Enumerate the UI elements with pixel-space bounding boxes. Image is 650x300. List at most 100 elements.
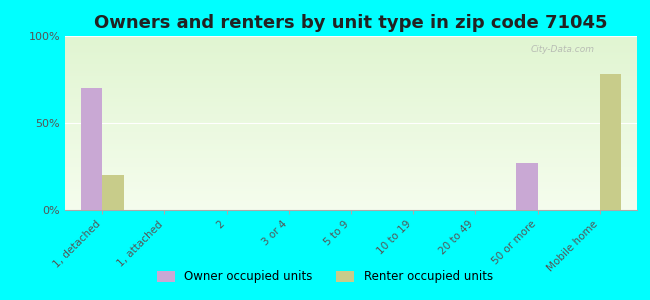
Bar bbox=[65, 88, 637, 90]
Bar bbox=[65, 107, 637, 109]
Text: City-Data.com: City-Data.com bbox=[530, 45, 595, 54]
Bar bbox=[102, 175, 124, 210]
Bar bbox=[65, 127, 637, 128]
Bar bbox=[65, 86, 637, 88]
Bar bbox=[65, 208, 637, 210]
Bar bbox=[65, 151, 637, 153]
Bar bbox=[65, 205, 637, 206]
Bar bbox=[65, 175, 637, 177]
Bar bbox=[65, 118, 637, 119]
Bar bbox=[65, 92, 637, 93]
Bar bbox=[65, 38, 637, 40]
Bar bbox=[65, 55, 637, 57]
Bar bbox=[65, 69, 637, 71]
Bar bbox=[65, 198, 637, 200]
Bar bbox=[65, 130, 637, 132]
Bar bbox=[65, 116, 637, 118]
Bar bbox=[65, 64, 637, 66]
Bar bbox=[65, 123, 637, 125]
Bar bbox=[65, 191, 637, 193]
Bar bbox=[65, 196, 637, 198]
Bar bbox=[65, 90, 637, 92]
Bar bbox=[65, 153, 637, 154]
Bar bbox=[65, 62, 637, 64]
Bar bbox=[65, 165, 637, 167]
Bar bbox=[65, 83, 637, 85]
Bar bbox=[65, 156, 637, 158]
Bar bbox=[65, 189, 637, 191]
Bar bbox=[65, 85, 637, 86]
Bar bbox=[65, 193, 637, 194]
Bar bbox=[65, 154, 637, 156]
Bar bbox=[65, 203, 637, 205]
Bar bbox=[65, 147, 637, 149]
Bar bbox=[65, 36, 637, 38]
Bar bbox=[65, 119, 637, 121]
Bar bbox=[65, 109, 637, 111]
Bar bbox=[65, 173, 637, 175]
Legend: Owner occupied units, Renter occupied units: Owner occupied units, Renter occupied un… bbox=[153, 266, 497, 288]
Bar bbox=[65, 41, 637, 43]
Bar bbox=[65, 43, 637, 45]
Bar bbox=[65, 93, 637, 95]
Bar bbox=[65, 100, 637, 102]
Bar bbox=[65, 172, 637, 173]
Bar bbox=[65, 76, 637, 78]
Bar bbox=[65, 137, 637, 139]
Bar bbox=[65, 81, 637, 83]
Bar bbox=[65, 168, 637, 170]
Bar bbox=[65, 206, 637, 208]
Bar bbox=[65, 125, 637, 127]
Bar bbox=[65, 200, 637, 201]
Bar bbox=[65, 201, 637, 203]
Bar bbox=[65, 60, 637, 62]
Bar bbox=[65, 135, 637, 137]
Bar bbox=[65, 95, 637, 97]
Bar bbox=[65, 106, 637, 107]
Bar bbox=[65, 167, 637, 168]
Bar bbox=[65, 50, 637, 52]
Bar bbox=[65, 186, 637, 188]
Bar bbox=[65, 80, 637, 81]
Bar bbox=[65, 158, 637, 160]
Bar bbox=[65, 140, 637, 142]
Bar bbox=[65, 182, 637, 184]
Bar bbox=[65, 97, 637, 99]
Bar bbox=[65, 184, 637, 186]
Bar bbox=[65, 52, 637, 53]
Bar bbox=[65, 40, 637, 41]
Bar bbox=[65, 132, 637, 134]
Bar bbox=[65, 146, 637, 147]
Bar bbox=[65, 58, 637, 60]
Bar bbox=[65, 180, 637, 182]
Bar bbox=[65, 48, 637, 50]
Bar bbox=[65, 139, 637, 140]
Bar bbox=[65, 142, 637, 144]
Bar bbox=[65, 170, 637, 172]
Bar bbox=[65, 161, 637, 163]
Bar bbox=[65, 194, 637, 196]
Bar bbox=[65, 144, 637, 146]
Title: Owners and renters by unit type in zip code 71045: Owners and renters by unit type in zip c… bbox=[94, 14, 608, 32]
Bar bbox=[65, 78, 637, 80]
Bar bbox=[65, 74, 637, 76]
Bar bbox=[65, 121, 637, 123]
Bar bbox=[515, 163, 538, 210]
Bar bbox=[65, 134, 637, 135]
Bar bbox=[65, 149, 637, 151]
Bar bbox=[65, 99, 637, 100]
Bar bbox=[65, 102, 637, 104]
Bar bbox=[65, 177, 637, 179]
Bar bbox=[65, 57, 637, 58]
Bar bbox=[81, 88, 102, 210]
Bar bbox=[65, 45, 637, 46]
Bar bbox=[65, 163, 637, 165]
Bar bbox=[65, 53, 637, 55]
Bar bbox=[65, 66, 637, 67]
Bar bbox=[65, 128, 637, 130]
Bar bbox=[65, 114, 637, 116]
Bar bbox=[65, 67, 637, 69]
Bar bbox=[65, 111, 637, 112]
Bar bbox=[65, 73, 637, 74]
Bar bbox=[65, 160, 637, 161]
